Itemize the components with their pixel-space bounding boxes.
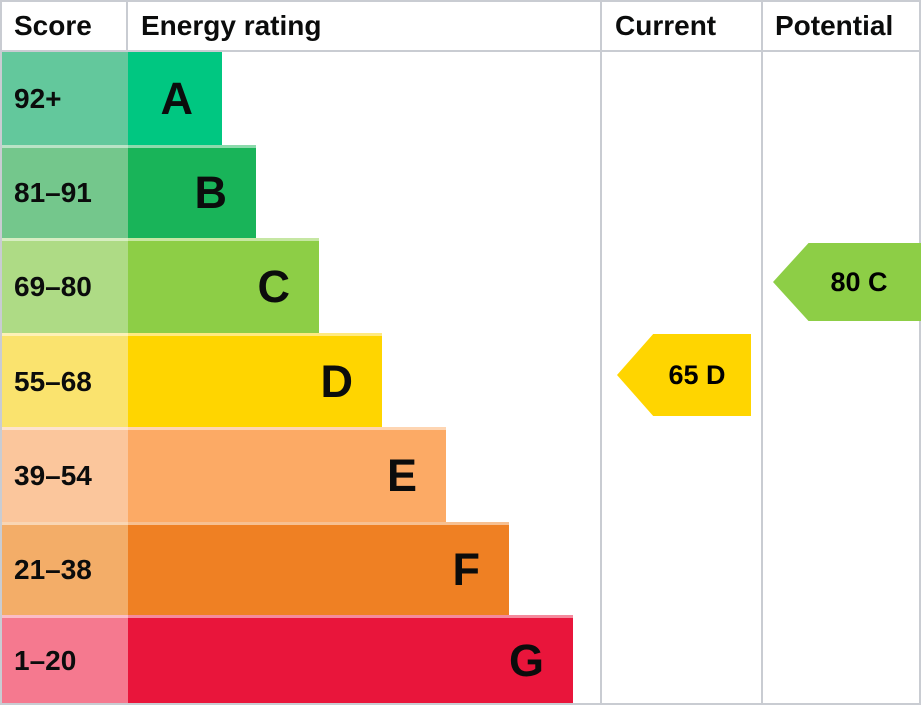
potential-column-divider (761, 0, 763, 703)
score-range-c: 69–80 (2, 238, 128, 333)
rating-row-d: 55–68 D (2, 333, 919, 427)
score-range-f: 21–38 (2, 522, 128, 615)
score-range-a: 92+ (2, 52, 128, 145)
column-header-potential: Potential (775, 10, 894, 41)
score-range-e: 39–54 (2, 427, 128, 522)
column-header-current: Current (615, 10, 717, 41)
score-range-g: 1–20 (2, 615, 128, 703)
score-range-b: 81–91 (2, 145, 128, 238)
rating-bar-c: C (128, 238, 319, 333)
current-column-divider (600, 0, 602, 703)
rating-bar-d: D (128, 333, 382, 427)
rating-bands: 92+ A 81–91 B 69–80 C 55–68 D 39–54 E 21… (2, 52, 919, 703)
rating-bar-e: E (128, 427, 446, 522)
rating-row-g: 1–20 G (2, 615, 919, 703)
potential-rating-marker: 80 C (773, 243, 921, 321)
score-range-d: 55–68 (2, 333, 128, 427)
column-header-energy-rating: Energy rating (141, 10, 322, 41)
rating-row-e: 39–54 E (2, 427, 919, 522)
rating-bar-f: F (128, 522, 509, 615)
rating-row-a: 92+ A (2, 52, 919, 145)
rating-bar-g: G (128, 615, 573, 703)
rating-bar-b: B (128, 145, 256, 238)
column-header-score: Score (2, 2, 128, 50)
chart-header-row: Score Energy rating Current Potential (2, 2, 919, 50)
rating-bar-a: A (128, 52, 222, 145)
rating-row-b: 81–91 B (2, 145, 919, 238)
header-divider (2, 50, 919, 52)
rating-row-f: 21–38 F (2, 522, 919, 615)
rating-row-c: 69–80 C (2, 238, 919, 333)
